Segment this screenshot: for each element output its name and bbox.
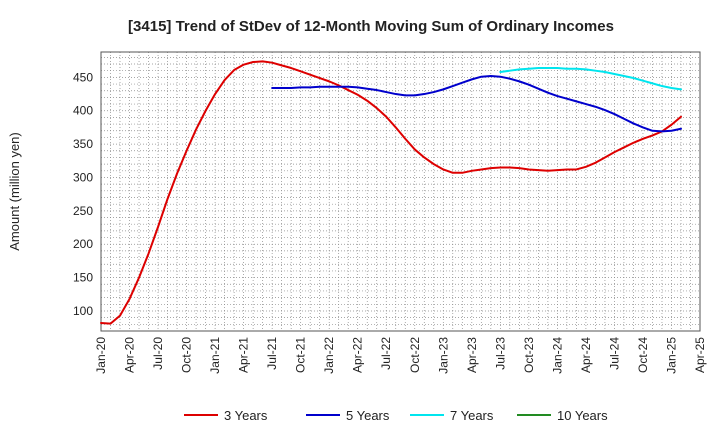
grid-layer <box>101 52 700 331</box>
series-line-1 <box>100 60 682 325</box>
legend-label-1: 3 Years <box>224 408 268 423</box>
series-line-3 <box>499 67 682 91</box>
legend-label-2: 5 Years <box>346 408 390 423</box>
y-tick-label: 400 <box>73 104 93 118</box>
series-line-2 <box>271 75 682 133</box>
x-tick-label: Apr-25 <box>693 337 707 373</box>
y-axis-label: Amount (million yen) <box>7 132 22 251</box>
legend-label-4: 10 Years <box>557 408 608 423</box>
y-tick-label: 300 <box>73 170 93 184</box>
x-tick-label: Jul-23 <box>493 337 507 370</box>
chart-title: [3415] Trend of StDev of 12-Month Moving… <box>128 18 614 35</box>
x-tick-label: Apr-23 <box>465 337 479 373</box>
x-tick-label: Jan-22 <box>322 337 336 374</box>
y-axis-ticks: 100 150 200 250 300 350 400 450 <box>73 70 93 318</box>
x-tick-label: Jul-20 <box>151 337 165 370</box>
y-tick-label: 450 <box>73 70 93 84</box>
x-tick-label: Jul-22 <box>379 337 393 370</box>
legend-label-3: 7 Years <box>450 408 494 423</box>
y-tick-label: 100 <box>73 304 93 318</box>
x-tick-label: Jul-24 <box>607 337 621 370</box>
y-tick-label: 350 <box>73 137 93 151</box>
x-tick-label: Oct-20 <box>180 337 194 373</box>
y-tick-label: 200 <box>73 237 93 251</box>
plot-area-frame <box>100 51 701 332</box>
x-tick-label: Oct-24 <box>636 337 650 373</box>
y-tick-label: 250 <box>73 204 93 218</box>
x-tick-label: Apr-20 <box>123 337 137 373</box>
series-layer <box>100 60 682 325</box>
x-tick-label: Jan-23 <box>436 337 450 374</box>
x-tick-label: Apr-22 <box>351 337 365 373</box>
x-tick-label: Jan-20 <box>94 337 108 374</box>
x-tick-label: Jan-25 <box>664 337 678 374</box>
legend: 3 Years 5 Years 7 Years 10 Years <box>184 408 608 423</box>
x-tick-label: Apr-21 <box>237 337 251 373</box>
x-tick-label: Jan-21 <box>208 337 222 374</box>
x-tick-label: Oct-22 <box>408 337 422 373</box>
x-tick-label: Jul-21 <box>265 337 279 370</box>
x-tick-label: Apr-24 <box>579 337 593 373</box>
y-tick-label: 150 <box>73 271 93 285</box>
x-tick-label: Jan-24 <box>550 337 564 374</box>
x-tick-label: Oct-23 <box>522 337 536 373</box>
x-axis-ticks: Jan-20 Apr-20 Jul-20 Oct-20 Jan-21 Apr-21 Jul-… <box>94 337 707 374</box>
x-tick-label: Oct-21 <box>294 337 308 373</box>
